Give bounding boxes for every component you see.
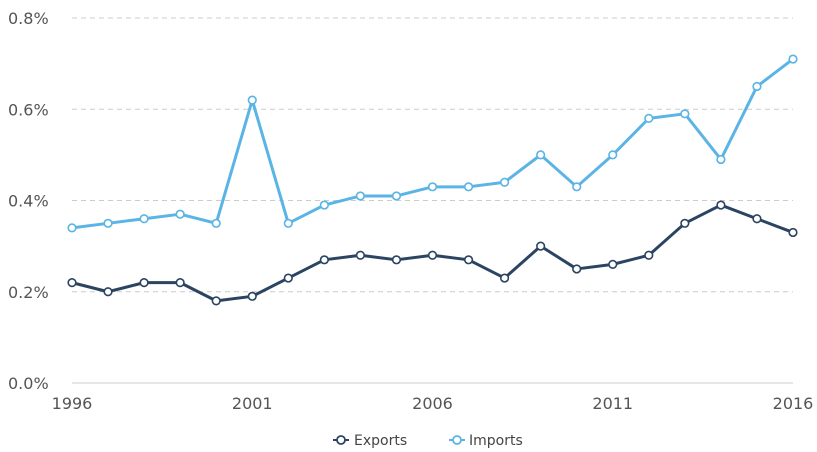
- data-point[interactable]: [572, 182, 582, 192]
- data-point[interactable]: [67, 278, 77, 288]
- data-point[interactable]: [716, 154, 726, 165]
- legend-marker-icon: [336, 435, 346, 445]
- x-tick-label: 2011: [592, 394, 633, 413]
- x-tick-label: 2001: [232, 394, 273, 413]
- data-point[interactable]: [283, 218, 293, 228]
- x-tick-label: 1996: [52, 394, 93, 413]
- y-tick-label: 0.2%: [8, 283, 49, 302]
- data-point[interactable]: [247, 95, 257, 105]
- data-point[interactable]: [139, 214, 149, 224]
- data-point[interactable]: [608, 259, 618, 269]
- legend-label: Exports: [354, 433, 407, 449]
- data-point[interactable]: [463, 182, 474, 192]
- data-point[interactable]: [644, 113, 654, 123]
- data-point[interactable]: [536, 241, 546, 251]
- y-tick-label: 0.0%: [8, 374, 49, 393]
- gridlines: [72, 17, 793, 384]
- data-point[interactable]: [67, 223, 77, 233]
- data-point[interactable]: [175, 209, 185, 219]
- series-imports: [67, 54, 798, 233]
- data-point[interactable]: [788, 54, 798, 64]
- data-point[interactable]: [752, 214, 762, 224]
- data-point[interactable]: [644, 250, 654, 260]
- legend-item-imports[interactable]: Imports: [449, 433, 523, 449]
- legend-label: Imports: [469, 433, 523, 449]
- data-point[interactable]: [500, 177, 510, 187]
- data-point[interactable]: [680, 109, 690, 119]
- data-point[interactable]: [103, 287, 113, 297]
- data-point[interactable]: [536, 150, 546, 160]
- x-tick-label: 2006: [412, 394, 453, 413]
- y-axis: 0.0% 0.2% 0.4% 0.6% 0.8%: [8, 9, 49, 393]
- data-point[interactable]: [319, 255, 329, 265]
- y-tick-label: 0.4%: [8, 192, 49, 211]
- data-point[interactable]: [788, 227, 798, 238]
- data-point[interactable]: [319, 200, 329, 210]
- data-point[interactable]: [572, 264, 582, 274]
- data-point[interactable]: [211, 218, 221, 228]
- data-point[interactable]: [175, 278, 185, 288]
- data-point[interactable]: [463, 255, 474, 265]
- legend-marker-icon: [452, 435, 462, 445]
- series-line: [70, 57, 795, 230]
- data-point[interactable]: [752, 81, 762, 92]
- x-axis: 1996 2001 2006 2011 2016: [52, 394, 814, 413]
- data-point[interactable]: [500, 273, 510, 283]
- data-point[interactable]: [139, 278, 149, 288]
- data-point[interactable]: [716, 200, 726, 210]
- series-layer: [67, 54, 798, 306]
- data-point[interactable]: [247, 291, 257, 301]
- data-point[interactable]: [680, 218, 690, 228]
- data-point[interactable]: [355, 250, 366, 260]
- legend: Exports Imports: [333, 433, 523, 449]
- data-point[interactable]: [355, 191, 366, 201]
- x-tick-label: 2016: [773, 394, 814, 413]
- data-point[interactable]: [283, 273, 293, 283]
- series-exports: [67, 200, 798, 306]
- data-point[interactable]: [608, 150, 618, 160]
- data-point[interactable]: [211, 296, 221, 306]
- data-point[interactable]: [427, 182, 438, 192]
- y-tick-label: 0.8%: [8, 9, 49, 28]
- data-point[interactable]: [103, 218, 113, 228]
- data-point[interactable]: [391, 191, 402, 201]
- legend-item-exports[interactable]: Exports: [333, 433, 407, 449]
- data-point[interactable]: [391, 255, 402, 265]
- y-tick-label: 0.6%: [8, 100, 49, 119]
- data-point[interactable]: [427, 250, 438, 260]
